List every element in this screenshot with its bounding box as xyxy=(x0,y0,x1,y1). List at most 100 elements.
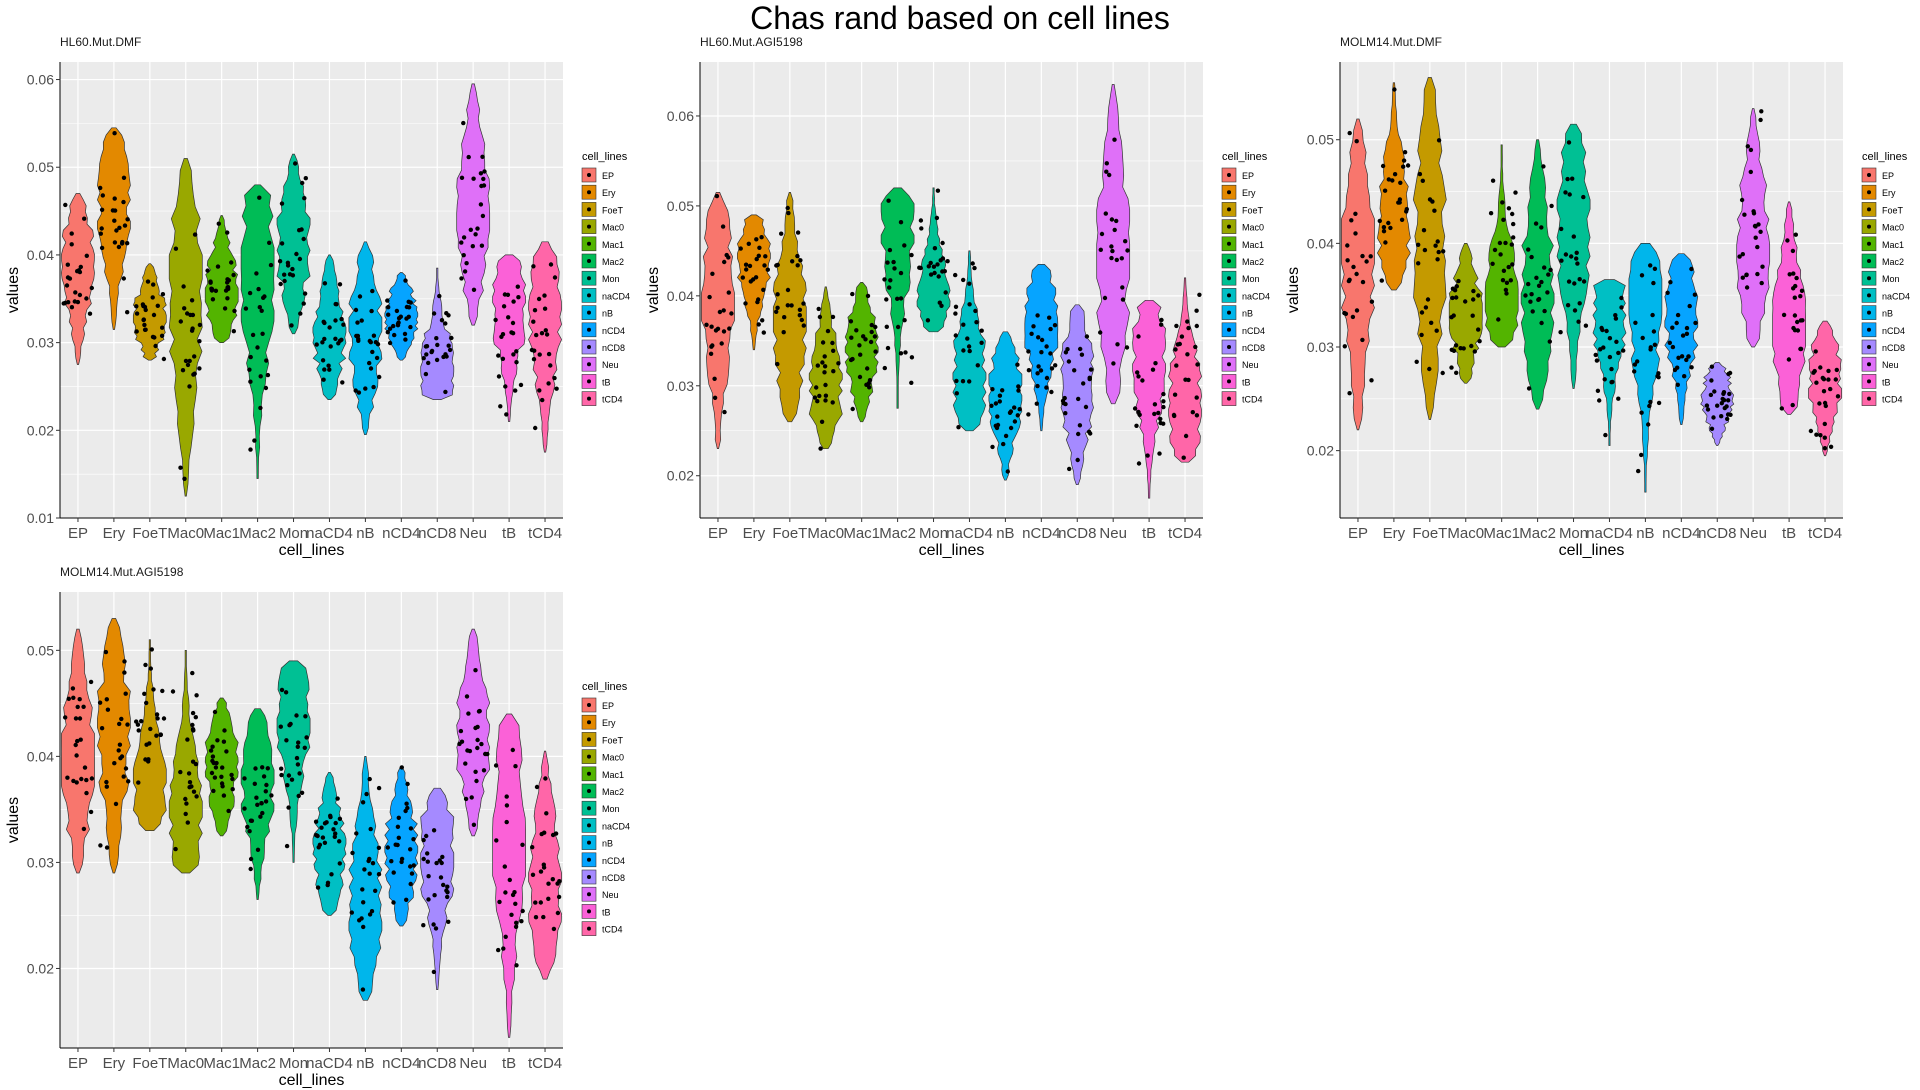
data-point-Ery xyxy=(1405,163,1411,168)
data-point-Ery xyxy=(112,240,118,245)
data-point-Mac1 xyxy=(1501,268,1507,273)
data-point-nB xyxy=(1016,388,1021,393)
data-point-Mac0 xyxy=(1456,278,1461,284)
data-point-Ery xyxy=(104,697,110,702)
data-point-nB xyxy=(1651,280,1656,286)
legend-key-dot xyxy=(1227,241,1231,246)
data-point-FoeT xyxy=(790,259,795,264)
data-point-Neu xyxy=(1110,248,1115,254)
data-point-FoeT xyxy=(1421,228,1427,233)
data-point-Ery xyxy=(738,246,743,251)
data-point-Mac0 xyxy=(190,710,196,716)
data-point-Neu xyxy=(465,748,470,753)
data-point-Mac1 xyxy=(863,337,868,342)
data-point-EP xyxy=(82,216,87,221)
data-point-Mac1 xyxy=(219,774,224,779)
plot-background xyxy=(60,62,563,518)
x-tick-label: Mac1 xyxy=(1483,525,1520,542)
data-point-nB xyxy=(373,888,378,893)
data-point-Mac2 xyxy=(255,345,260,350)
legend-label-nCD8: nCD8 xyxy=(602,343,625,353)
data-point-nCD4 xyxy=(404,316,409,321)
data-point-Mac2 xyxy=(255,802,260,807)
data-point-Neu xyxy=(1123,239,1128,244)
data-point-tCD4 xyxy=(536,296,542,302)
data-point-FoeT xyxy=(789,303,794,308)
data-point-EP xyxy=(727,326,732,331)
legend-key-dot xyxy=(587,207,591,212)
data-point-naCD4 xyxy=(1616,350,1621,356)
data-point-naCD4 xyxy=(322,281,328,286)
data-point-FoeT xyxy=(143,757,148,762)
data-point-Mac0 xyxy=(187,358,192,364)
legend-label-FoeT: FoeT xyxy=(1882,205,1904,215)
data-point-tCD4 xyxy=(1822,435,1827,440)
legend-key-dot xyxy=(1227,310,1231,315)
data-point-Mac2 xyxy=(1526,281,1531,287)
data-point-EP xyxy=(82,765,88,770)
data-point-nCD8 xyxy=(1060,398,1066,404)
data-point-Neu xyxy=(475,737,480,743)
data-point-nB xyxy=(997,399,1002,404)
data-point-Ery xyxy=(743,301,748,306)
data-point-Mac0 xyxy=(170,689,176,694)
data-point-Neu xyxy=(458,728,464,734)
data-point-Mac2 xyxy=(247,290,253,296)
data-point-Neu xyxy=(1099,231,1105,237)
violin-panel: HL60.Mut.DMF 0.01 0.02 0.03 0.04 0.05 0.06 EP Er… xyxy=(0,30,640,560)
data-point-Mac0 xyxy=(830,340,835,346)
data-point-Mac1 xyxy=(221,739,227,744)
data-point-nCD4 xyxy=(396,815,401,820)
data-point-nB xyxy=(997,393,1003,398)
data-point-Mac2 xyxy=(242,806,247,811)
data-point-FoeT xyxy=(798,258,803,263)
data-point-Mac0 xyxy=(183,358,189,364)
data-point-Mac2 xyxy=(248,379,253,384)
data-point-nB xyxy=(1652,342,1658,347)
data-point-Mon xyxy=(290,273,296,278)
data-point-EP xyxy=(79,776,84,782)
data-point-Ery xyxy=(119,754,125,759)
data-point-nCD8 xyxy=(425,859,430,864)
data-point-tCD4 xyxy=(1190,410,1195,415)
data-point-Mac2 xyxy=(1526,386,1532,391)
data-point-Mac2 xyxy=(1548,267,1553,273)
legend-label-tCD4: tCD4 xyxy=(1882,395,1903,405)
x-tick-label: FoeT xyxy=(132,1055,167,1072)
data-point-Mac2 xyxy=(1541,164,1546,169)
legend-label-Neu: Neu xyxy=(602,360,619,370)
data-point-Neu xyxy=(1737,254,1742,259)
data-point-nCD4 xyxy=(1034,401,1039,406)
violin-tCD4 xyxy=(1808,320,1842,457)
data-point-tCD4 xyxy=(548,262,554,267)
data-point-tB xyxy=(1793,232,1798,237)
data-point-Mon xyxy=(1577,277,1582,282)
data-point-EP xyxy=(72,299,78,304)
data-point-Mac2 xyxy=(909,380,914,385)
data-point-Neu xyxy=(1748,147,1754,153)
data-point-nCD4 xyxy=(1038,368,1044,373)
data-point-nCD8 xyxy=(1715,403,1720,408)
data-point-FoeT xyxy=(1427,366,1432,372)
data-point-tCD4 xyxy=(530,845,535,850)
data-point-Mon xyxy=(1583,323,1589,328)
data-point-nCD4 xyxy=(1035,313,1040,318)
data-point-Ery xyxy=(121,175,127,180)
data-point-nCD4 xyxy=(1684,331,1690,336)
y-tick-label: 0.02 xyxy=(667,468,694,484)
data-point-FoeT xyxy=(150,295,155,300)
data-point-Mon xyxy=(1563,252,1569,257)
legend-label-nB: nB xyxy=(1882,309,1893,319)
data-point-nCD4 xyxy=(1675,312,1681,318)
x-tick-label: Mac1 xyxy=(843,525,880,542)
data-point-Ery xyxy=(1381,229,1387,234)
data-point-nCD8 xyxy=(1081,381,1086,386)
data-point-Mac2 xyxy=(265,766,270,771)
legend-key-dot xyxy=(587,310,591,315)
data-point-Mac2 xyxy=(1545,290,1550,295)
y-tick-label: 0.05 xyxy=(1307,132,1334,148)
data-point-tCD4 xyxy=(1828,444,1834,449)
legend-key-dot xyxy=(1867,207,1871,212)
x-tick-label: tB xyxy=(1142,525,1156,542)
data-point-nB xyxy=(357,294,363,299)
